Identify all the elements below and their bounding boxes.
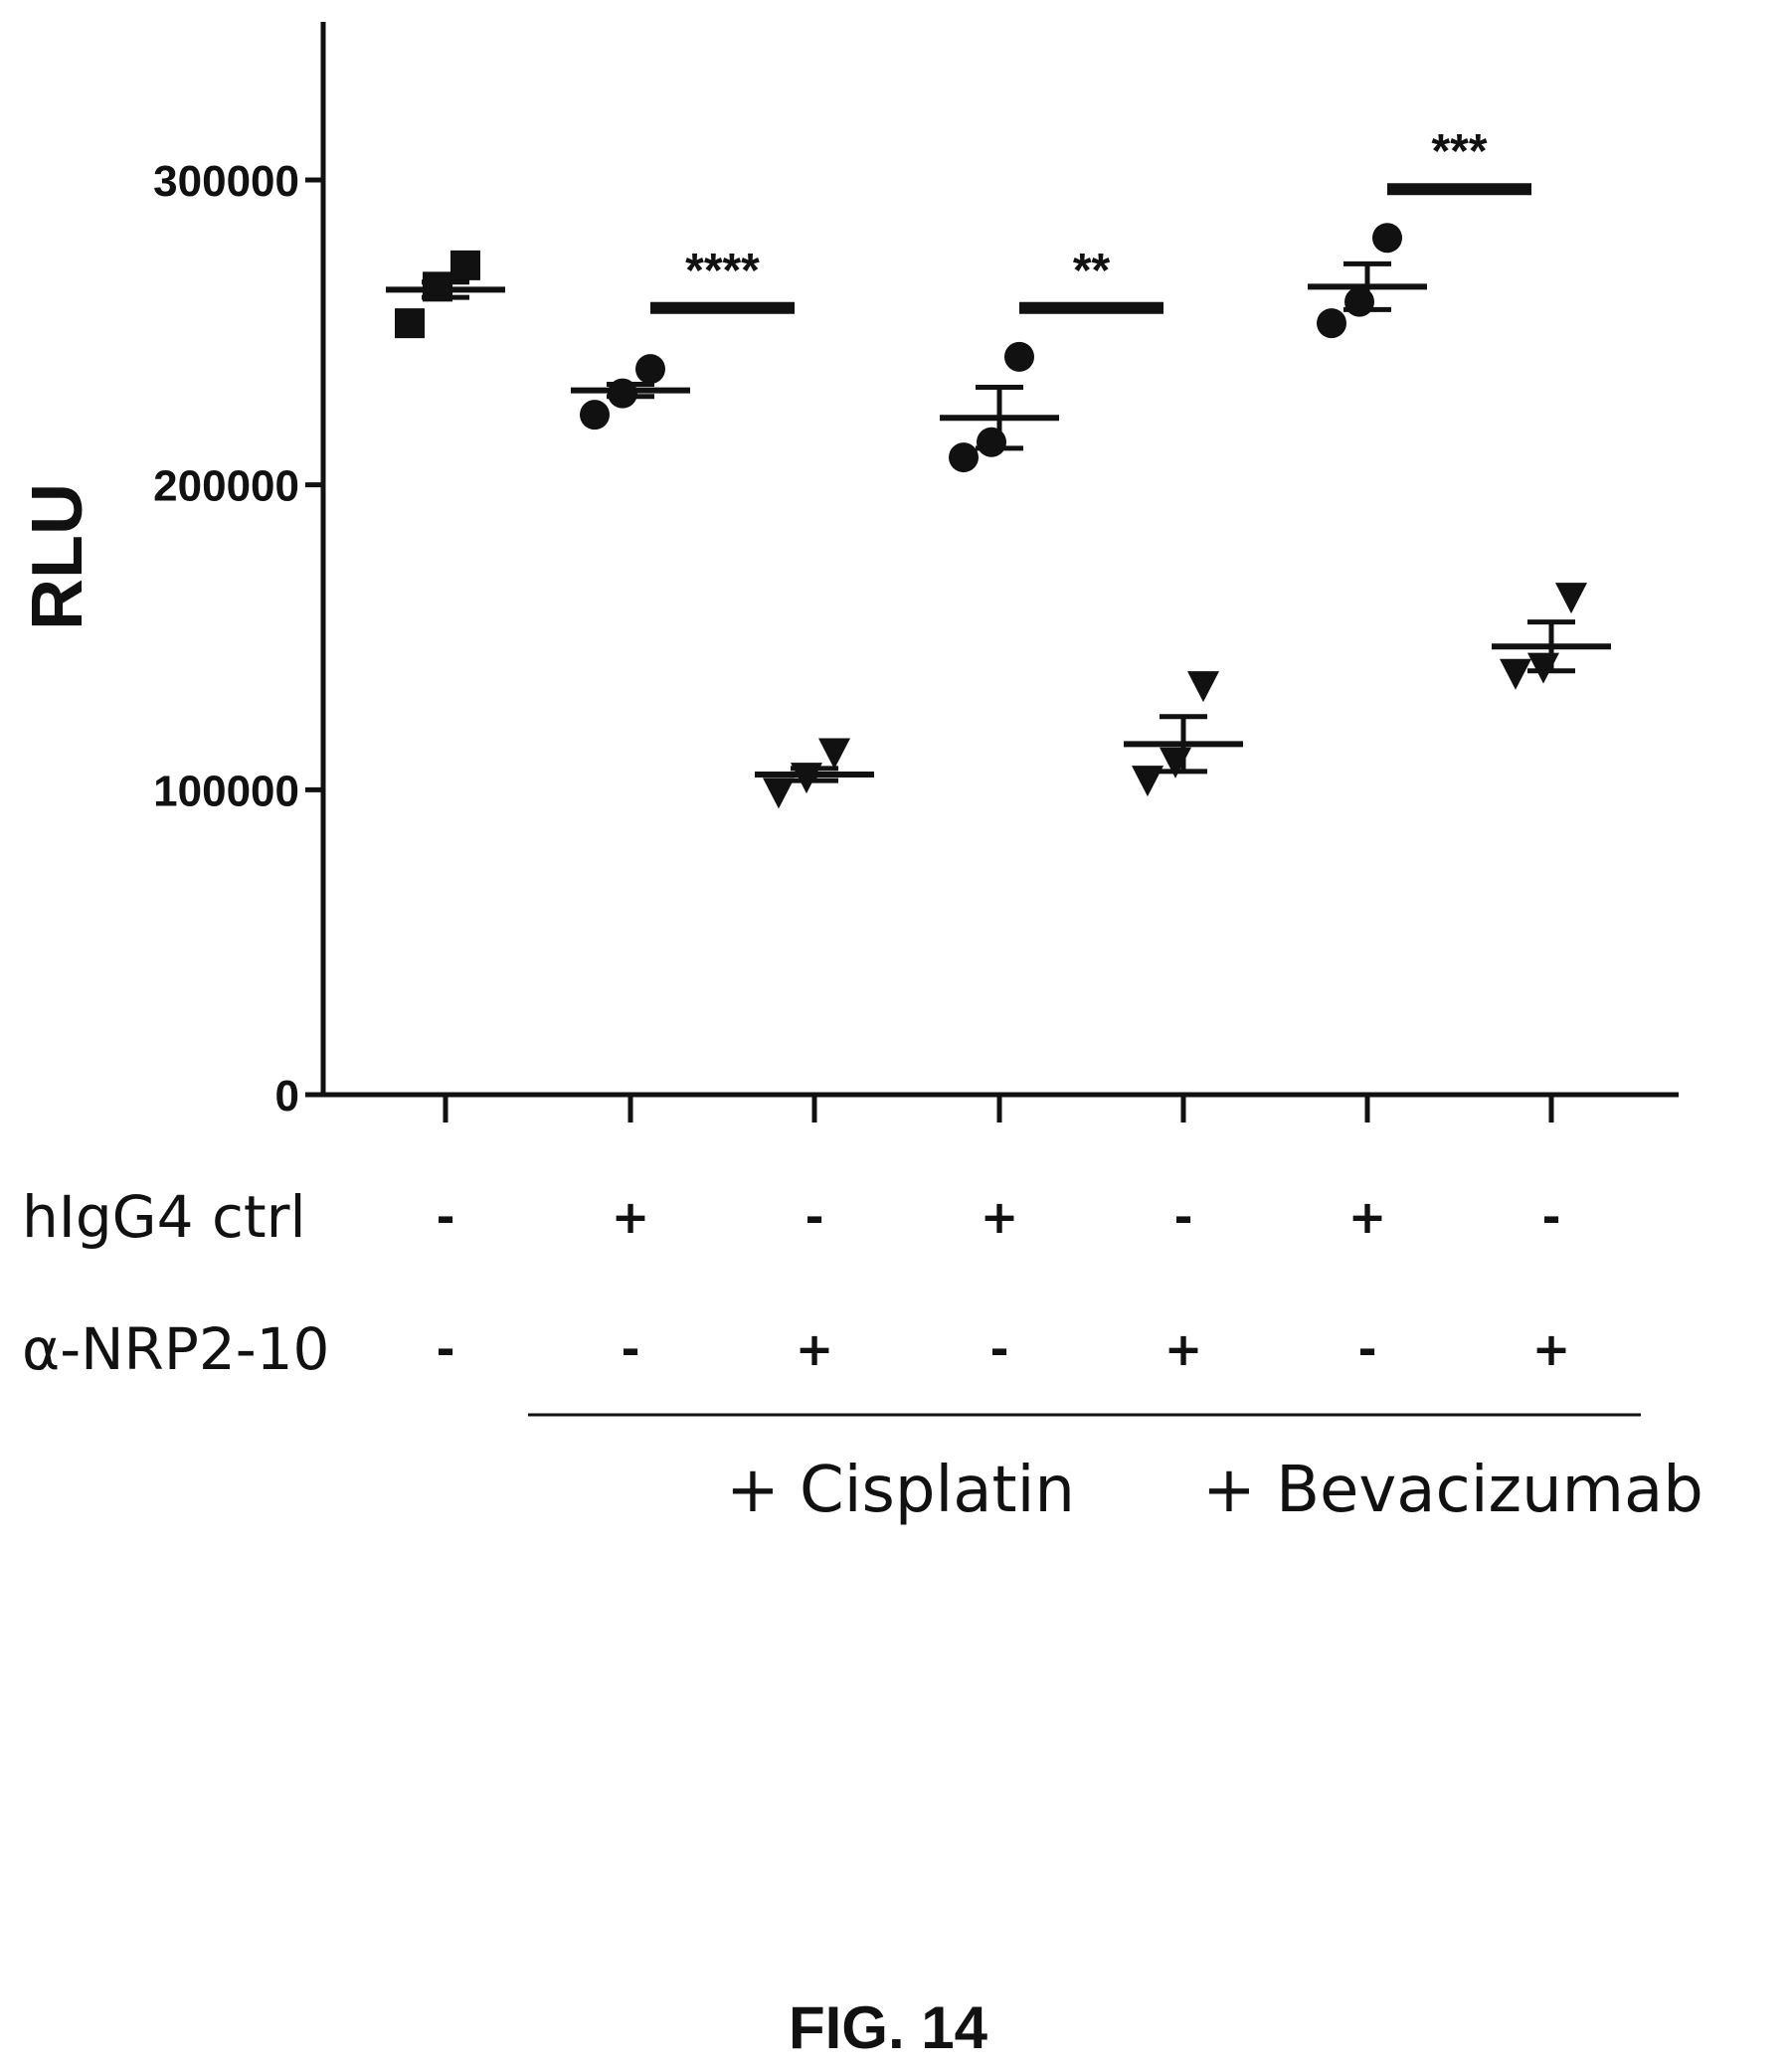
condition-row-label: α-NRP2-10: [22, 1315, 329, 1383]
significance-annotations: **** *****: [650, 125, 1531, 314]
treatment-label: + Bevacizumab: [1202, 1454, 1703, 1527]
significance-label: **: [1073, 245, 1111, 297]
condition-table: hIgG4 ctrl - + - + - + - α-NRP2-10 - - + - + - + + Cispl…: [22, 1183, 1703, 1527]
condition-sign: +: [981, 1190, 1019, 1244]
data-point-triangle: [1132, 766, 1164, 797]
condition-sign: -: [989, 1322, 1008, 1376]
condition-sign: -: [1541, 1190, 1560, 1244]
data-point-circle: [1317, 308, 1346, 339]
data-point-circle: [1004, 341, 1034, 372]
data-point-circle: [1372, 223, 1402, 254]
condition-sign: +: [796, 1322, 834, 1376]
condition-sign: -: [1357, 1322, 1376, 1376]
treatment-label: + Cisplatin: [726, 1454, 1075, 1527]
condition-sign: -: [436, 1190, 454, 1244]
condition-sign: -: [621, 1322, 639, 1376]
significance-label: ****: [685, 245, 760, 297]
data-point-circle: [580, 400, 610, 431]
data-marks: [386, 223, 1611, 809]
condition-sign: -: [1173, 1190, 1192, 1244]
condition-sign: -: [805, 1190, 823, 1244]
condition-sign: -: [436, 1322, 454, 1376]
y-axis-label: RLU: [18, 483, 97, 630]
condition-sign: +: [1532, 1322, 1571, 1376]
data-point-triangle: [1187, 671, 1219, 703]
data-point-triangle: [763, 777, 795, 809]
condition-sign: +: [1164, 1322, 1203, 1376]
y-tick-label: 200000: [153, 462, 299, 511]
data-point-square: [395, 308, 425, 339]
data-point-triangle: [1500, 658, 1531, 690]
y-tick-label: 300000: [153, 157, 299, 206]
condition-sign: +: [1348, 1190, 1387, 1244]
figure-caption: FIG. 14: [789, 1994, 988, 2061]
data-point-triangle: [1527, 652, 1559, 684]
significance-label: ***: [1431, 125, 1487, 178]
condition-row-label: hIgG4 ctrl: [22, 1183, 306, 1251]
data-point-circle: [949, 442, 979, 473]
y-tick-label: 100000: [153, 767, 299, 815]
data-point-square: [450, 250, 480, 280]
axes: 0 100000 200000 300000: [153, 22, 1679, 1122]
y-tick-label: 0: [275, 1072, 299, 1121]
data-point-triangle: [1555, 583, 1587, 614]
data-point-circle: [635, 354, 665, 385]
data-point-triangle: [818, 738, 850, 770]
condition-sign: +: [612, 1190, 650, 1244]
